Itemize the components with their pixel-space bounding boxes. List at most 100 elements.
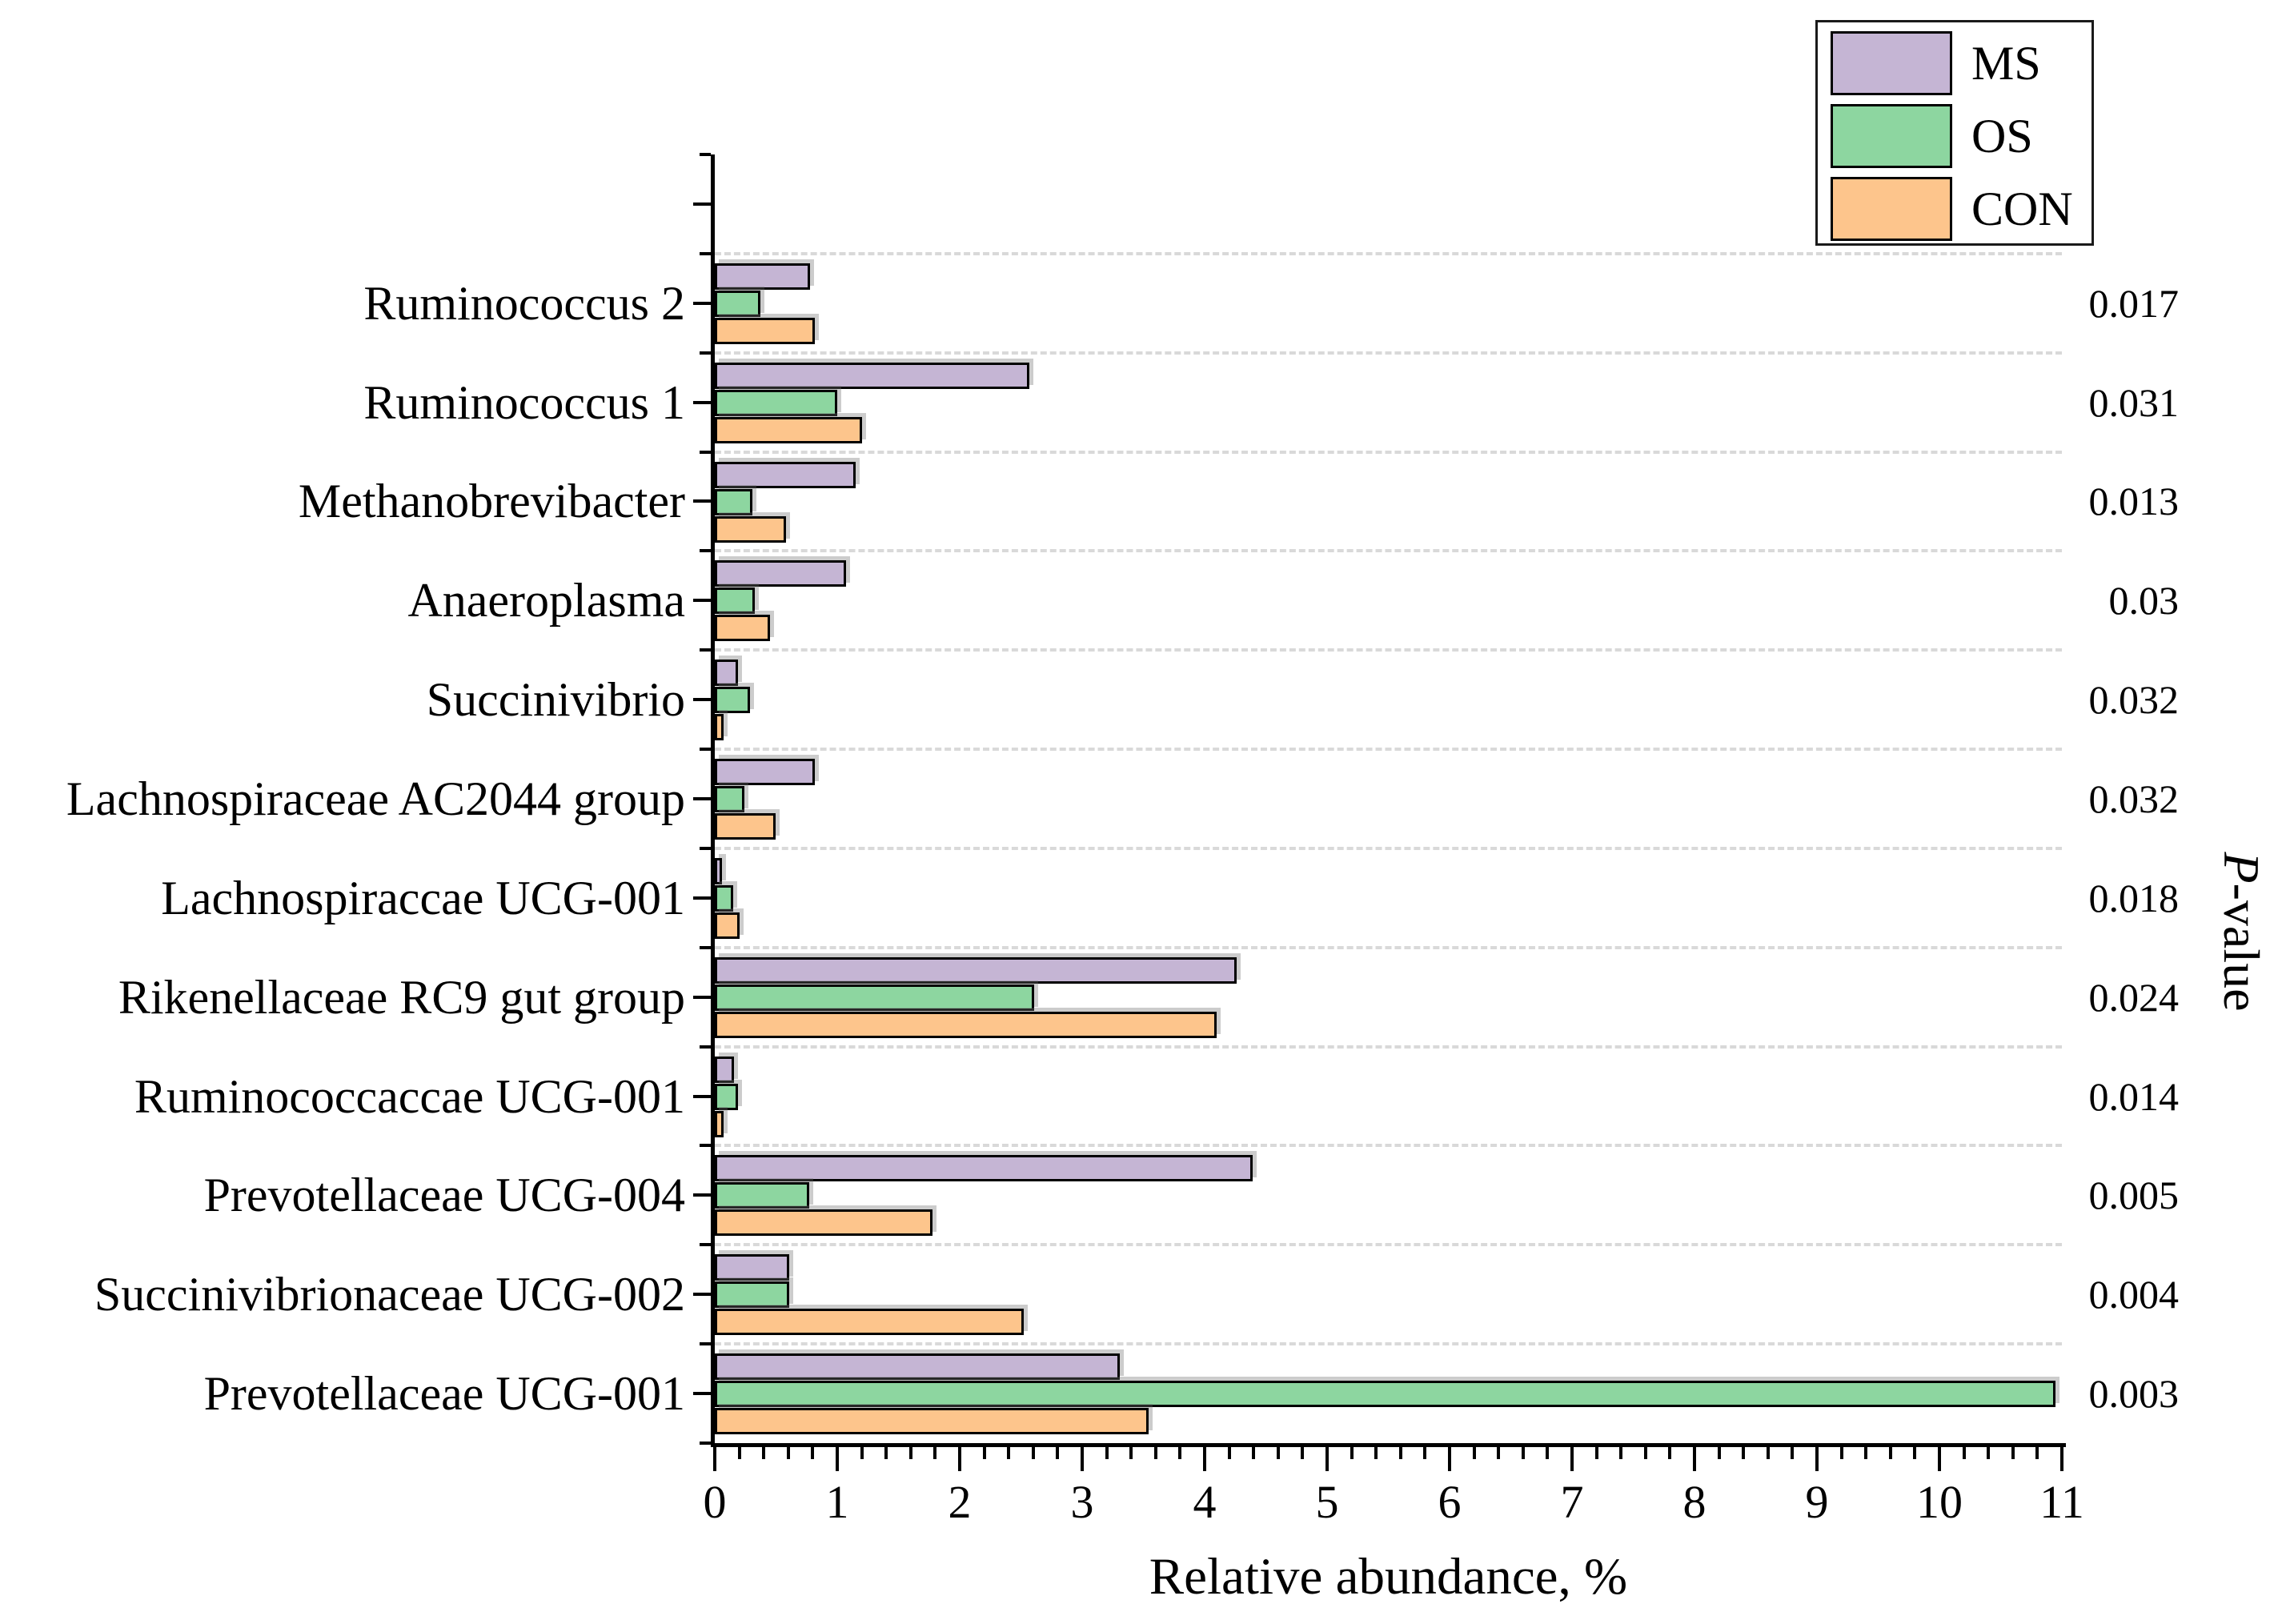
x-axis-tick-label: 2 xyxy=(948,1476,972,1528)
x-axis-major-tick xyxy=(713,1447,716,1471)
bar-con-11 xyxy=(715,1309,1024,1336)
x-axis-minor-tick xyxy=(1153,1447,1157,1459)
y-axis-minor-tick xyxy=(700,945,711,949)
x-axis-tick-label: 7 xyxy=(1560,1476,1584,1528)
y-axis-line xyxy=(711,154,715,1447)
x-axis-major-tick xyxy=(1203,1447,1206,1471)
x-axis-minor-tick xyxy=(786,1447,790,1459)
bar-ms-10 xyxy=(715,1155,1253,1182)
y-axis-minor-tick xyxy=(700,251,711,255)
x-axis-tick-label: 10 xyxy=(1916,1476,1963,1528)
x-axis-major-tick xyxy=(958,1447,961,1471)
x-axis-minor-tick xyxy=(1423,1447,1427,1459)
legend-row-ms: MS xyxy=(1818,26,2091,100)
group-separator-gridline xyxy=(715,549,2062,553)
category-label: Ruminococcus 1 xyxy=(363,375,685,429)
y-axis-minor-tick xyxy=(700,846,711,850)
y-axis-major-tick xyxy=(693,1193,711,1197)
group-separator-gridline xyxy=(715,450,2062,454)
y-axis-minor-tick xyxy=(700,153,711,156)
p-value-axis-title: P-value xyxy=(2213,852,2270,1012)
legend-swatch-con xyxy=(1831,177,1952,241)
x-axis-minor-tick xyxy=(884,1447,888,1459)
x-axis-major-tick xyxy=(1815,1447,1819,1471)
x-axis-minor-tick xyxy=(1129,1447,1133,1459)
category-label: Prevotellaceae UCG-001 xyxy=(203,1367,685,1421)
x-axis-minor-tick xyxy=(1766,1447,1770,1459)
p-value-label: 0.018 xyxy=(2088,875,2180,920)
x-axis-major-tick xyxy=(836,1447,839,1471)
x-axis-major-tick xyxy=(1448,1447,1451,1471)
bar-con-1 xyxy=(715,317,815,344)
bar-ms-5 xyxy=(715,660,738,687)
bar-os-9 xyxy=(715,1083,738,1110)
legend-label-con: CON xyxy=(1971,182,2073,235)
group-separator-gridline xyxy=(715,846,2062,850)
bar-ms-7 xyxy=(715,857,722,884)
legend-box: MS OS CON xyxy=(1815,20,2094,246)
p-value-label: 0.03 xyxy=(2108,578,2180,624)
x-axis-minor-tick xyxy=(1276,1447,1280,1459)
y-axis-major-tick xyxy=(693,499,711,503)
bar-con-6 xyxy=(715,813,776,840)
x-axis-major-tick xyxy=(1081,1447,1084,1471)
x-axis-minor-tick xyxy=(2011,1447,2015,1459)
x-axis-minor-tick xyxy=(1913,1447,1917,1459)
p-value-label: 0.032 xyxy=(2088,776,2180,821)
bar-con-7 xyxy=(715,912,740,939)
legend-swatch-os xyxy=(1831,104,1952,168)
legend-swatch-ms xyxy=(1831,31,1952,95)
category-label: Lachnospiraccae UCG-001 xyxy=(161,871,685,924)
x-axis-minor-tick xyxy=(1742,1447,1746,1459)
x-axis-line xyxy=(711,1443,2066,1447)
x-axis-minor-tick xyxy=(1594,1447,1598,1459)
bar-con-8 xyxy=(715,1011,1217,1038)
bar-os-2 xyxy=(715,389,837,416)
x-axis-minor-tick xyxy=(908,1447,912,1459)
p-value-label: 0.003 xyxy=(2088,1371,2180,1417)
y-axis-minor-tick xyxy=(700,1442,711,1445)
p-value-axis-title-rest: -value xyxy=(2213,883,2270,1012)
x-axis-minor-tick xyxy=(762,1447,766,1459)
y-axis-major-tick xyxy=(693,995,711,999)
x-axis-minor-tick xyxy=(1888,1447,1892,1459)
bar-os-8 xyxy=(715,984,1034,1011)
x-axis-minor-tick xyxy=(982,1447,986,1459)
x-axis-minor-tick xyxy=(1056,1447,1060,1459)
bar-con-10 xyxy=(715,1209,932,1237)
category-label: Ruminococcus 2 xyxy=(363,276,685,330)
x-axis-tick-label: 0 xyxy=(703,1476,727,1528)
x-axis-minor-tick xyxy=(1521,1447,1525,1459)
p-value-label: 0.032 xyxy=(2088,677,2180,723)
x-axis-tick-label: 5 xyxy=(1315,1476,1339,1528)
category-label: Succinivibrio xyxy=(426,673,685,727)
x-axis-minor-tick xyxy=(737,1447,741,1459)
y-axis-minor-tick xyxy=(700,1045,711,1049)
bar-os-6 xyxy=(715,786,744,813)
x-axis-tick-label: 4 xyxy=(1193,1476,1217,1528)
group-separator-gridline xyxy=(715,648,2062,652)
category-label: Lachnospiraceae AC2044 group xyxy=(66,772,685,825)
x-axis-minor-tick xyxy=(1839,1447,1843,1459)
group-separator-gridline xyxy=(715,1045,2062,1049)
bar-con-4 xyxy=(715,615,770,642)
x-axis-major-tick xyxy=(1325,1447,1329,1471)
bar-os-4 xyxy=(715,587,755,615)
y-axis-minor-tick xyxy=(700,1243,711,1247)
x-axis-minor-tick xyxy=(1987,1447,1991,1459)
x-axis-minor-tick xyxy=(1717,1447,1721,1459)
legend-row-os: OS xyxy=(1818,99,2091,173)
group-separator-gridline xyxy=(715,1342,2062,1346)
x-axis-minor-tick xyxy=(1791,1447,1795,1459)
x-axis-minor-tick xyxy=(1962,1447,1966,1459)
x-axis-minor-tick xyxy=(1301,1447,1305,1459)
x-axis-minor-tick xyxy=(1472,1447,1476,1459)
bar-os-7 xyxy=(715,884,733,912)
bar-os-10 xyxy=(715,1182,809,1209)
x-axis-minor-tick xyxy=(1864,1447,1868,1459)
y-axis-major-tick xyxy=(693,1293,711,1297)
bar-ms-12 xyxy=(715,1353,1120,1381)
bar-ms-2 xyxy=(715,362,1029,389)
bar-ms-1 xyxy=(715,263,810,290)
